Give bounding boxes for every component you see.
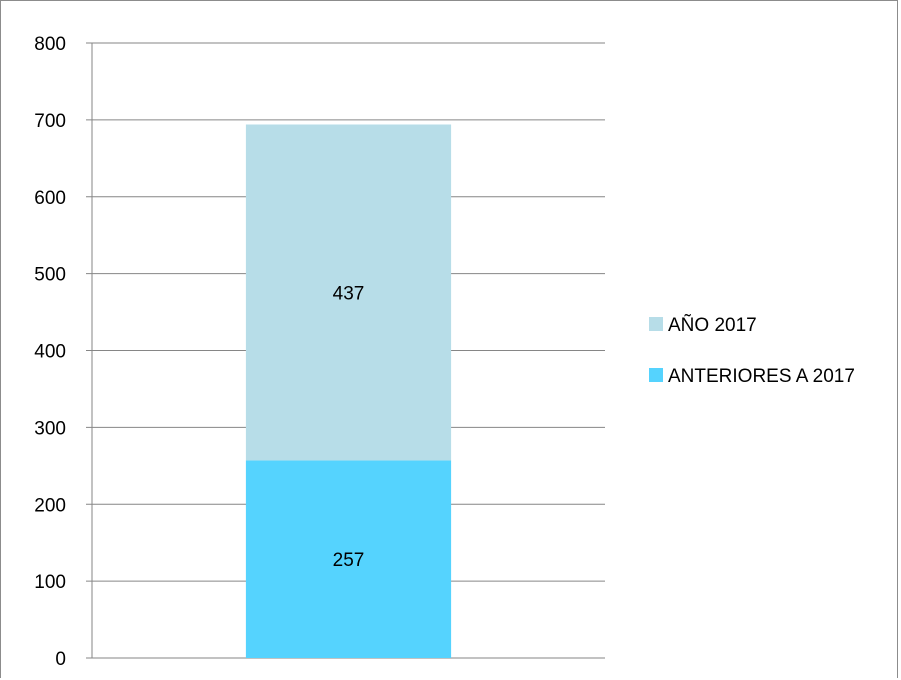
- bar-segment-ano-2017: [245, 124, 452, 461]
- y-tick-label: 600: [34, 188, 66, 209]
- data-label: 437: [333, 283, 365, 304]
- legend-label: ANTERIORES A 2017: [668, 366, 855, 387]
- y-tick-label: 300: [34, 418, 66, 439]
- y-tick-label: 0: [55, 649, 66, 670]
- y-tick-label: 400: [34, 342, 66, 363]
- data-labels: 257 437: [333, 283, 365, 571]
- legend: AÑO 2017 ANTERIORES A 2017: [649, 314, 855, 387]
- bars: [245, 124, 452, 658]
- y-axis: 0 100 200 300 400 500 600 700 800: [34, 34, 93, 670]
- y-tick-label: 800: [34, 34, 66, 55]
- data-label: 257: [333, 550, 365, 571]
- y-tick-label: 700: [34, 111, 66, 132]
- legend-swatch: [649, 368, 663, 382]
- bar-segment-anteriores-a-2017: [245, 460, 452, 658]
- y-tick-label: 200: [34, 495, 66, 516]
- legend-swatch: [649, 317, 663, 331]
- y-tick-label: 100: [34, 572, 66, 593]
- y-tick-label: 500: [34, 265, 66, 286]
- legend-label: AÑO 2017: [668, 314, 757, 336]
